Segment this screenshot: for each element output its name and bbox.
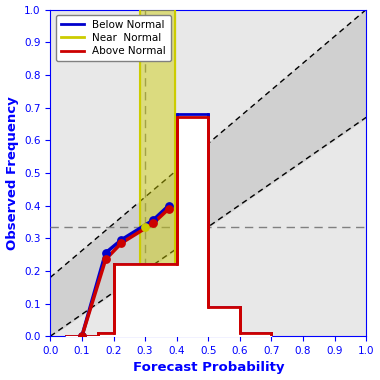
Point: [118, 240, 124, 246]
Y-axis label: Observed Frequency: Observed Frequency: [6, 96, 19, 250]
X-axis label: Forecast Probability: Forecast Probability: [133, 361, 284, 374]
Point: [150, 220, 156, 226]
Point: [118, 237, 124, 243]
Point: [103, 250, 109, 256]
Point: [166, 206, 172, 212]
Point: [142, 224, 148, 230]
Point: [166, 203, 172, 209]
Point: [79, 333, 85, 339]
Point: [79, 333, 85, 339]
Point: [150, 217, 156, 223]
Legend: Below Normal, Near  Normal, Above Normal: Below Normal, Near Normal, Above Normal: [55, 15, 171, 62]
Point: [103, 256, 109, 263]
